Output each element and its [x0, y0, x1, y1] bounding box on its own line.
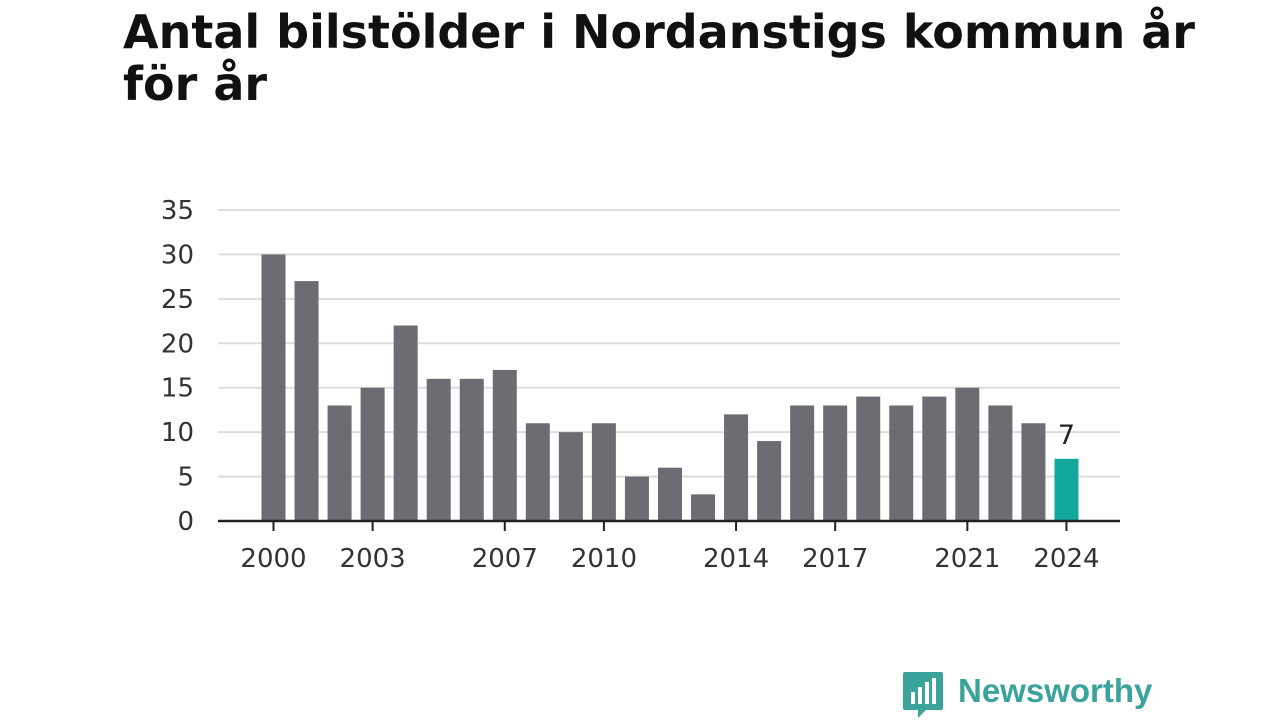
x-tick-label: 2007	[472, 544, 538, 574]
bar-2004	[393, 325, 418, 521]
bar-2006	[459, 378, 484, 521]
bar-2014	[724, 414, 749, 521]
y-axis-ticks: 0 5 10 15 20 25 30 35	[161, 196, 194, 537]
newsworthy-chart-bubble-icon	[903, 672, 943, 718]
bar-2002	[327, 405, 352, 521]
y-tick-label: 10	[161, 418, 194, 448]
bar-2008	[525, 423, 550, 521]
y-tick-label: 25	[161, 285, 194, 315]
chart-title: Antal bilstölder i Nordanstigs kommun år…	[123, 5, 1195, 111]
x-tick-label: 2003	[340, 544, 406, 574]
bar-2020	[922, 396, 947, 521]
data-label-2024: 7	[1058, 420, 1075, 451]
bar-2019	[889, 405, 914, 521]
x-tick-label: 2021	[934, 544, 1000, 574]
bar-2022	[988, 405, 1013, 521]
y-tick-label: 35	[161, 196, 194, 226]
bar-2009	[558, 432, 583, 521]
bar-2010	[591, 423, 616, 521]
x-axis-ticks: 2000 2003 2007 2010 2014 2017 2021 2024	[240, 521, 1100, 574]
bar-2011	[624, 476, 649, 521]
y-tick-label: 30	[161, 240, 194, 270]
bar-2018	[856, 396, 881, 521]
x-tick-label: 2024	[1033, 544, 1099, 574]
y-tick-label: 5	[177, 463, 194, 493]
y-tick-label: 20	[161, 329, 194, 359]
bar-2003	[360, 387, 385, 521]
newsworthy-logo-text: Newsworthy	[958, 672, 1153, 709]
bar-2015	[757, 441, 782, 521]
data-labels: 7	[1058, 420, 1075, 451]
bars	[261, 254, 1079, 521]
bar-2000	[261, 254, 286, 521]
bar-2021	[955, 387, 980, 521]
bar-2023	[1021, 423, 1046, 521]
grid-lines	[218, 209, 1120, 478]
bar-2005	[426, 378, 451, 521]
bar-2012	[657, 467, 682, 521]
bar-2013	[691, 494, 716, 521]
bar-2016	[790, 405, 815, 521]
y-tick-label: 15	[161, 374, 194, 404]
x-tick-label: 2014	[703, 544, 769, 574]
y-tick-label: 0	[177, 507, 194, 537]
bar-2007	[492, 369, 517, 521]
x-tick-label: 2000	[240, 544, 306, 574]
x-tick-label: 2017	[802, 544, 868, 574]
x-tick-label: 2010	[571, 544, 637, 574]
bar-2017	[823, 405, 848, 521]
bar-2001	[294, 281, 319, 521]
bar-2024	[1054, 458, 1079, 521]
